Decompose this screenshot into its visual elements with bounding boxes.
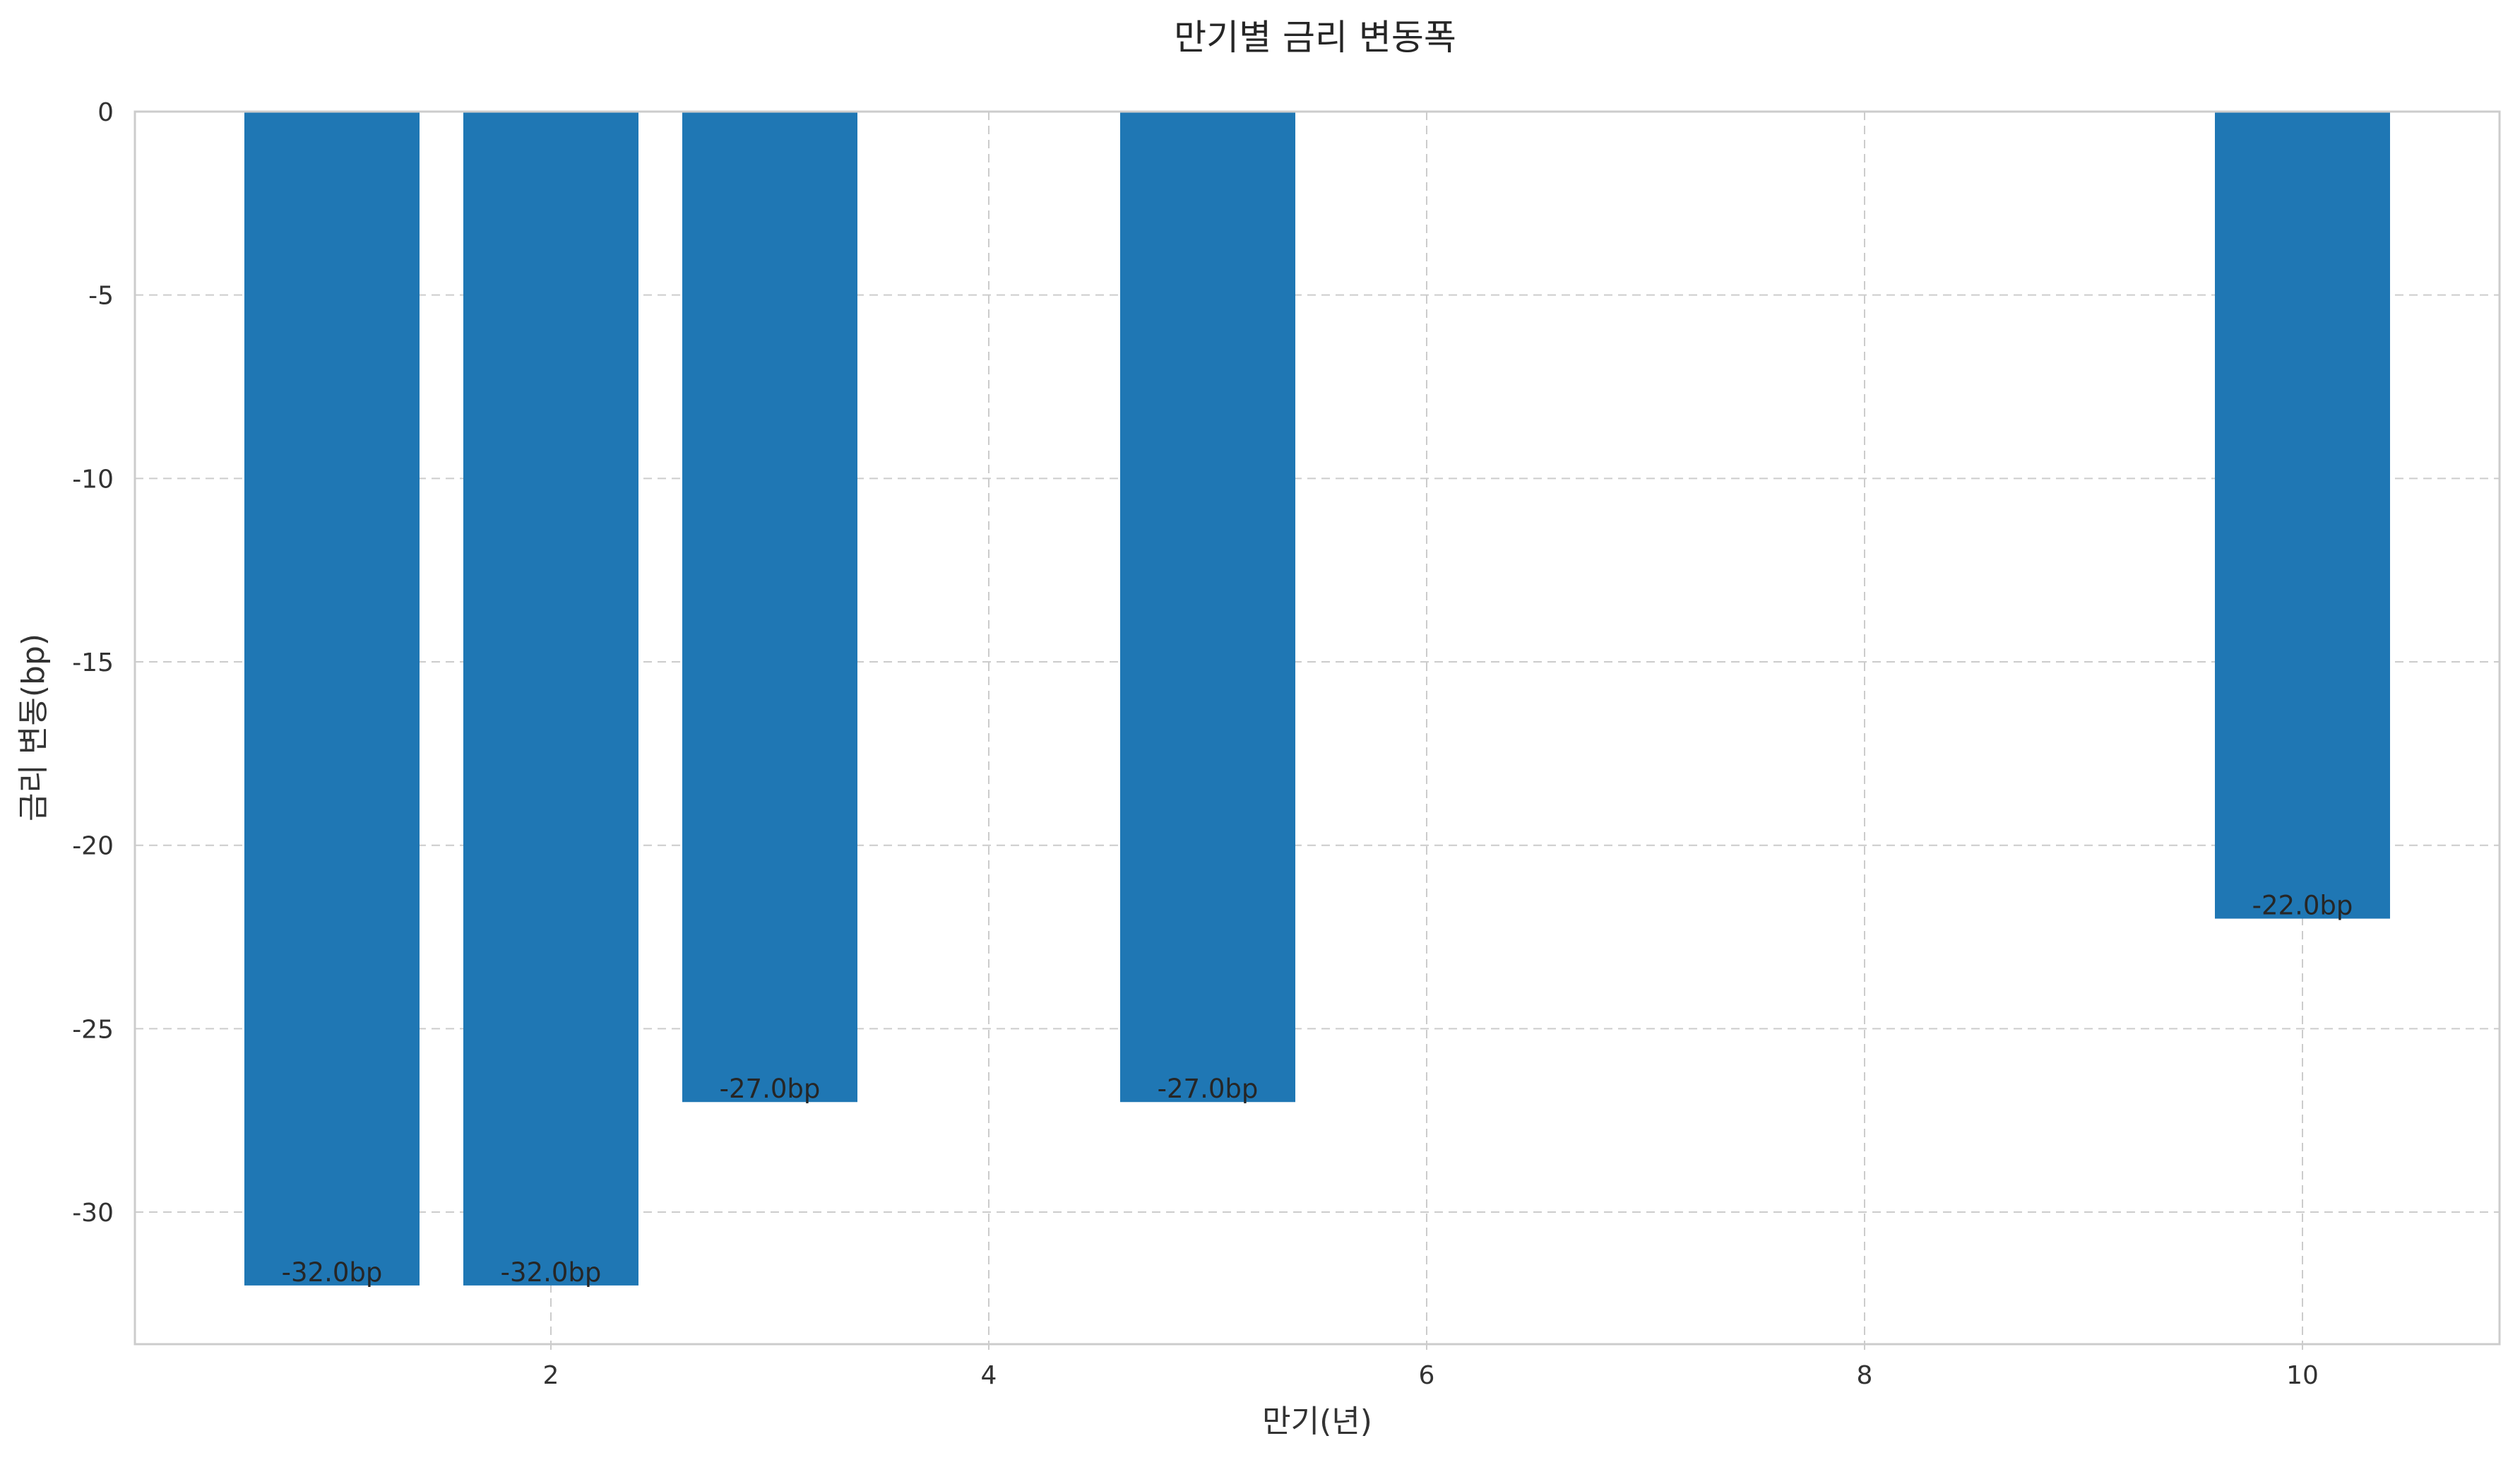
x-tick-label: 6 [1419, 1361, 1435, 1390]
y-tick-label: -5 [88, 282, 114, 311]
bar [2215, 112, 2390, 919]
y-axis-ticks: 0 -5 -10 -15 -20 -25 -30 [72, 98, 114, 1228]
bar [463, 112, 638, 1286]
bar-value-label: -32.0bp [501, 1257, 602, 1288]
y-tick-label: -10 [72, 465, 114, 494]
plot-frame [133, 110, 2501, 1346]
y-axis-label: 금리 변동(bp) [16, 634, 52, 821]
x-axis-ticks: 2 4 6 8 10 [543, 1344, 2319, 1390]
y-tick-label: 0 [97, 98, 114, 127]
bar-value-label: -27.0bp [1158, 1074, 1259, 1104]
bar-value-label: -22.0bp [2252, 891, 2353, 921]
y-tick-label: -15 [72, 648, 114, 677]
x-tick-label: 2 [543, 1361, 559, 1390]
y-tick-label: -25 [72, 1015, 114, 1044]
bar [244, 112, 420, 1286]
y-tick-label: -20 [72, 832, 114, 861]
x-tick-label: 10 [2286, 1361, 2319, 1390]
y-tick-label: -30 [72, 1199, 114, 1228]
bar-value-label: -32.0bp [282, 1257, 383, 1288]
x-tick-label: 4 [981, 1361, 997, 1390]
bar [1120, 112, 1295, 1103]
bar-value-label: -27.0bp [720, 1074, 821, 1104]
data-labels: -32.0bp -32.0bp -27.0bp -27.0bp -22.0bp [282, 891, 2353, 1288]
chart-title: 만기별 금리 변동폭 [1174, 17, 1456, 58]
bars [244, 112, 2390, 1286]
bar [682, 112, 857, 1103]
x-axis-label: 만기(년) [1262, 1403, 1372, 1440]
x-tick-label: 8 [1857, 1361, 1873, 1390]
